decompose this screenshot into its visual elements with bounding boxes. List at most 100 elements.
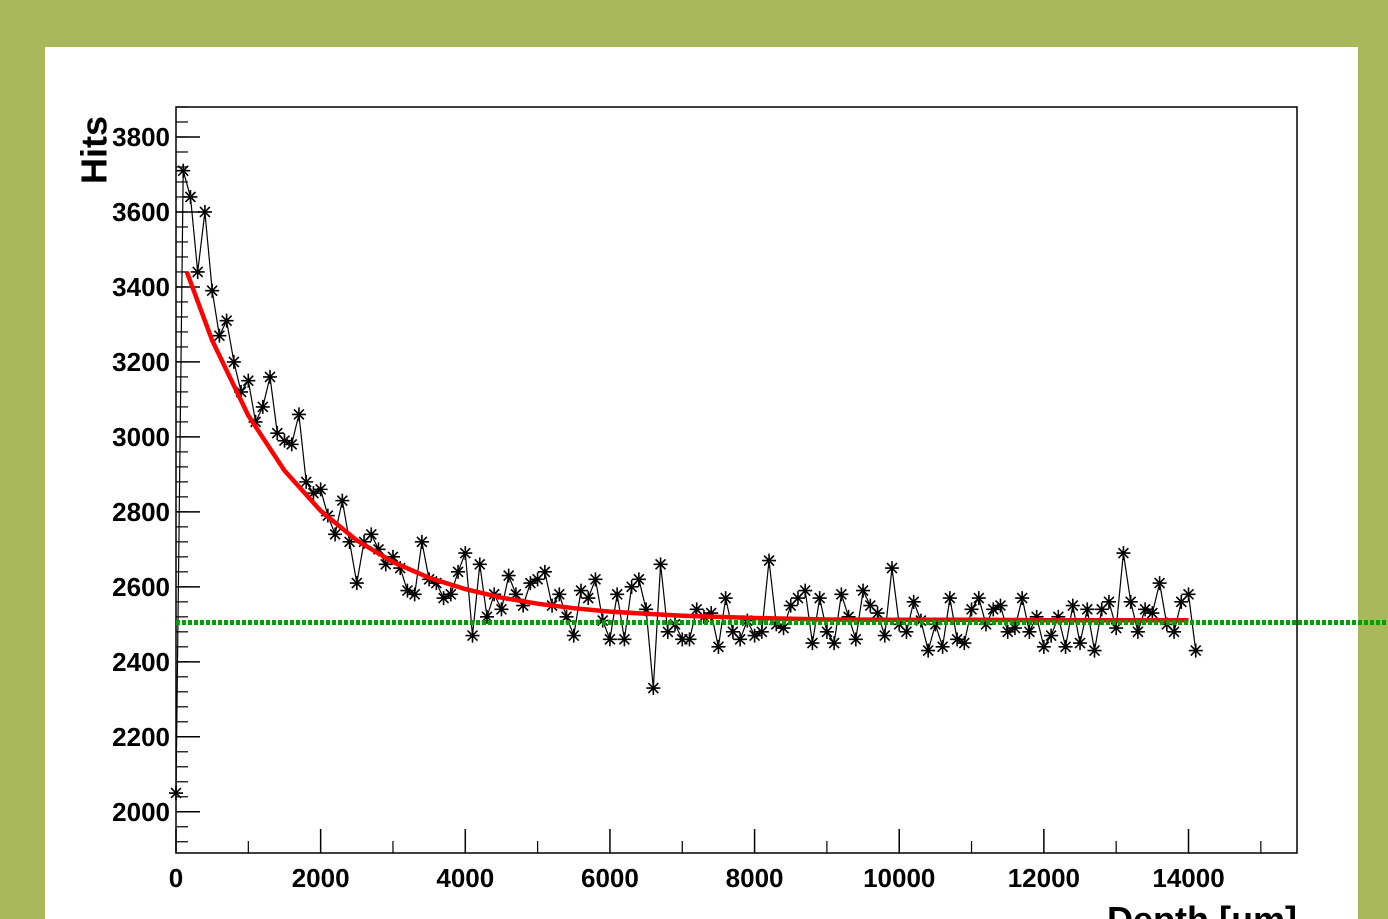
data-point <box>1174 594 1189 609</box>
data-point <box>1073 636 1088 651</box>
data-point <box>371 542 386 557</box>
x-tick-label: 4000 <box>436 863 494 893</box>
data-point <box>856 583 871 598</box>
data-point <box>255 399 270 414</box>
x-tick-label: 6000 <box>581 863 639 893</box>
data-point <box>776 621 791 636</box>
data-point <box>516 598 531 613</box>
x-tick-label: 8000 <box>726 863 784 893</box>
data-point <box>884 561 899 576</box>
data-point <box>299 474 314 489</box>
data-point <box>357 534 372 549</box>
data-point <box>263 369 278 384</box>
data-point <box>921 643 936 658</box>
data-point <box>812 591 827 606</box>
data-point <box>1181 587 1196 602</box>
data-point <box>277 433 292 448</box>
data-point <box>1123 594 1138 609</box>
data-point <box>451 564 466 579</box>
data-point <box>270 426 285 441</box>
data-point <box>429 576 444 591</box>
data-point <box>754 624 769 639</box>
y-tick-label: 2800 <box>112 497 170 527</box>
data-point <box>899 624 914 639</box>
data-point <box>581 591 596 606</box>
data-point <box>284 437 299 452</box>
data-point <box>841 609 856 624</box>
data-point <box>798 583 813 598</box>
data-point <box>364 527 379 542</box>
fit-curve <box>184 271 1189 623</box>
y-tick-label: 2400 <box>112 647 170 677</box>
data-point <box>291 407 306 422</box>
data-point <box>1029 609 1044 624</box>
data-point <box>1007 621 1022 636</box>
data-point <box>1051 609 1066 624</box>
data-point <box>219 313 234 328</box>
data-point <box>393 561 408 576</box>
data-point <box>566 628 581 643</box>
data-point <box>1022 624 1037 639</box>
data-point <box>342 534 357 549</box>
data-point <box>986 602 1001 617</box>
data-point <box>993 598 1008 613</box>
data-point <box>906 594 921 609</box>
data-point <box>241 373 256 388</box>
data-point <box>226 354 241 369</box>
data-point <box>682 632 697 647</box>
data-point <box>378 557 393 572</box>
data-point <box>942 591 957 606</box>
data-point <box>501 568 516 583</box>
data-point <box>870 606 885 621</box>
data-point <box>183 189 198 204</box>
data-point <box>819 624 834 639</box>
data-point <box>508 587 523 602</box>
data-point <box>328 527 343 542</box>
x-axis-label: Depth [μm] <box>1107 899 1297 919</box>
data-point <box>762 553 777 568</box>
y-axis-label: Hits <box>74 116 115 184</box>
data-point <box>176 163 191 178</box>
data-point <box>711 639 726 654</box>
data-point <box>559 609 574 624</box>
data-point <box>494 602 509 617</box>
data-point <box>414 534 429 549</box>
data-point <box>479 609 494 624</box>
data-point <box>537 564 552 579</box>
data-point <box>631 572 646 587</box>
data-point <box>964 602 979 617</box>
x-tick-label: 2000 <box>292 863 350 893</box>
y-tick-label: 2200 <box>112 722 170 752</box>
data-point <box>400 583 415 598</box>
data-point <box>1094 602 1109 617</box>
data-point <box>385 549 400 564</box>
data-point <box>306 486 321 501</box>
data-point <box>588 572 603 587</box>
y-tick-label: 3600 <box>112 197 170 227</box>
x-tick-label: 14000 <box>1152 863 1224 893</box>
data-point <box>610 587 625 602</box>
data-point <box>602 632 617 647</box>
data-point <box>733 632 748 647</box>
data-point <box>205 283 220 298</box>
data-point <box>660 624 675 639</box>
data-point <box>1152 576 1167 591</box>
data-point <box>1080 602 1095 617</box>
data-point <box>1015 591 1030 606</box>
data-point <box>574 583 589 598</box>
y-tick-label: 2600 <box>112 572 170 602</box>
x-tick-label: 10000 <box>863 863 935 893</box>
data-point <box>805 636 820 651</box>
data-point <box>863 598 878 613</box>
data-point <box>790 591 805 606</box>
data-point <box>335 493 350 508</box>
data-point <box>877 628 892 643</box>
data-point <box>1036 639 1051 654</box>
data-point <box>1167 624 1182 639</box>
data-point <box>530 572 545 587</box>
data-point <box>234 384 249 399</box>
data-point <box>1130 624 1145 639</box>
data-point <box>197 204 212 219</box>
data-point <box>212 328 227 343</box>
